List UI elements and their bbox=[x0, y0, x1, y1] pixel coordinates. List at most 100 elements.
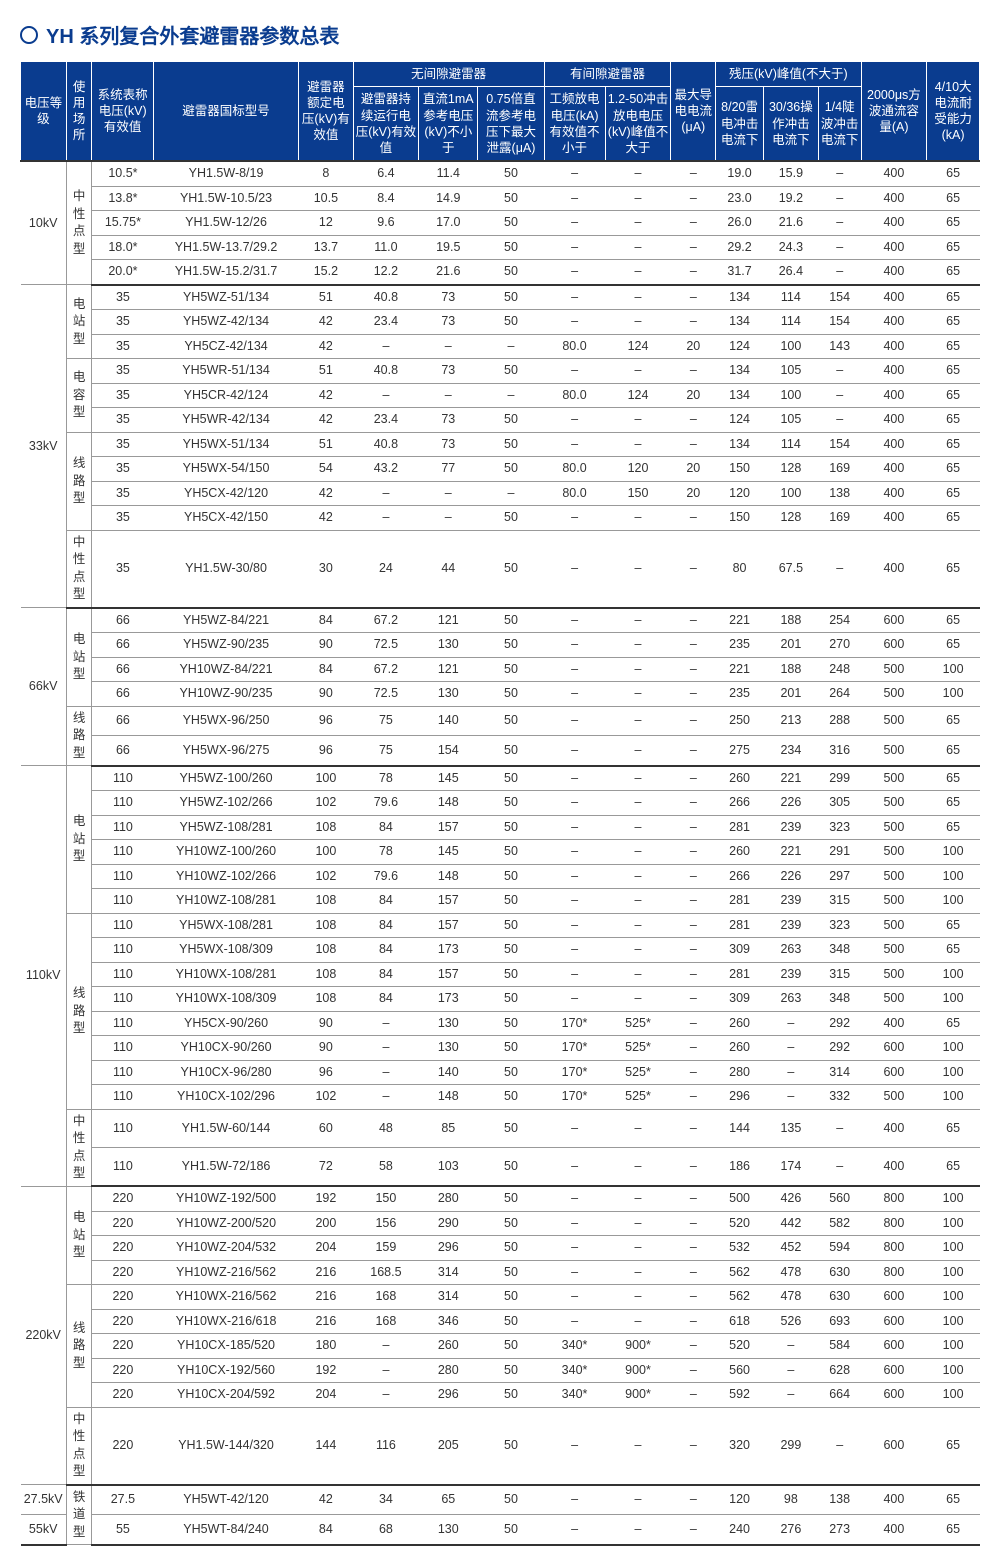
table-cell: 90 bbox=[299, 1011, 354, 1036]
table-cell: 51 bbox=[299, 285, 354, 310]
table-cell: – bbox=[605, 1309, 671, 1334]
table-cell: 100 bbox=[927, 1236, 980, 1261]
table-cell: – bbox=[763, 1036, 818, 1061]
table-cell: – bbox=[671, 310, 716, 335]
table-cell: – bbox=[671, 1334, 716, 1359]
table-cell: – bbox=[544, 310, 605, 335]
table-cell: – bbox=[605, 211, 671, 236]
table-cell: – bbox=[544, 530, 605, 608]
table-cell: – bbox=[671, 1109, 716, 1147]
table-cell: 线路型 bbox=[66, 1285, 91, 1408]
table-cell: YH5WR-51/134 bbox=[154, 359, 299, 384]
table-cell: – bbox=[671, 1485, 716, 1515]
table-cell: YH10WZ-102/266 bbox=[154, 864, 299, 889]
table-cell: 263 bbox=[763, 987, 818, 1012]
table-cell: 铁道型 bbox=[66, 1485, 91, 1545]
hdr-max-current: 最大导电电流(μA) bbox=[671, 62, 716, 162]
table-cell: 201 bbox=[763, 633, 818, 658]
table-cell: 600 bbox=[861, 608, 927, 633]
table-cell: 110 bbox=[92, 1011, 154, 1036]
table-cell: – bbox=[671, 408, 716, 433]
table-cell: 138 bbox=[818, 1485, 861, 1515]
table-cell: YH5WX-108/309 bbox=[154, 938, 299, 963]
table-cell: 9.6 bbox=[353, 211, 418, 236]
table-cell: YH10WZ-192/500 bbox=[154, 1186, 299, 1211]
table-cell: 315 bbox=[818, 889, 861, 914]
table-row: 66kV电站型66YH5WZ-84/2218467.212150–––22118… bbox=[21, 608, 980, 633]
table-cell: 332 bbox=[818, 1085, 861, 1110]
table-cell: 110 bbox=[92, 962, 154, 987]
table-cell: 65 bbox=[927, 913, 980, 938]
table-cell: 15.75* bbox=[92, 211, 154, 236]
table-cell: – bbox=[544, 506, 605, 531]
table-cell: – bbox=[544, 1309, 605, 1334]
table-cell: 100 bbox=[927, 840, 980, 865]
table-cell: 299 bbox=[763, 1407, 818, 1485]
table-cell: 65 bbox=[927, 359, 980, 384]
table-cell: 114 bbox=[763, 285, 818, 310]
table-cell: 35 bbox=[92, 383, 154, 408]
table-cell: 239 bbox=[763, 889, 818, 914]
table-cell: YH1.5W-60/144 bbox=[154, 1109, 299, 1147]
table-cell: YH5WX-54/150 bbox=[154, 457, 299, 482]
table-cell: 452 bbox=[763, 1236, 818, 1261]
table-cell: 80.0 bbox=[544, 481, 605, 506]
table-cell: 280 bbox=[419, 1186, 478, 1211]
table-cell: 500 bbox=[861, 864, 927, 889]
table-cell: 124 bbox=[605, 334, 671, 359]
table-cell: 50 bbox=[478, 1309, 544, 1334]
table-cell: 281 bbox=[716, 815, 764, 840]
table-cell: 50 bbox=[478, 1334, 544, 1359]
table-cell: – bbox=[544, 864, 605, 889]
table-cell: 35 bbox=[92, 457, 154, 482]
table-cell: 108 bbox=[299, 962, 354, 987]
table-cell: – bbox=[353, 383, 418, 408]
table-cell: 80.0 bbox=[544, 383, 605, 408]
table-cell: 630 bbox=[818, 1285, 861, 1310]
table-cell: – bbox=[605, 506, 671, 531]
table-cell: 900* bbox=[605, 1334, 671, 1359]
table-cell: 124 bbox=[716, 334, 764, 359]
table-cell: YH10WZ-216/562 bbox=[154, 1260, 299, 1285]
table-row: 35YH5CZ-42/13442–––80.012420124100143400… bbox=[21, 334, 980, 359]
table-row: 66YH5WZ-90/2359072.513050–––235201270600… bbox=[21, 633, 980, 658]
table-cell: 电站型 bbox=[66, 1186, 91, 1285]
table-cell: 130 bbox=[419, 682, 478, 707]
table-cell: 100 bbox=[927, 1211, 980, 1236]
table-cell: – bbox=[544, 633, 605, 658]
table-cell: – bbox=[544, 161, 605, 186]
table-cell: – bbox=[671, 1211, 716, 1236]
table-cell: 114 bbox=[763, 432, 818, 457]
table-cell: 400 bbox=[861, 383, 927, 408]
table-cell: 134 bbox=[716, 310, 764, 335]
table-cell: – bbox=[419, 481, 478, 506]
table-cell: 50 bbox=[478, 1085, 544, 1110]
table-cell: 73 bbox=[419, 285, 478, 310]
table-cell: 110 bbox=[92, 840, 154, 865]
table-cell: YH1.5W-8/19 bbox=[154, 161, 299, 186]
table-cell: – bbox=[605, 1285, 671, 1310]
table-cell: 50 bbox=[478, 791, 544, 816]
table-cell: 110 bbox=[92, 1060, 154, 1085]
table-cell: 50 bbox=[478, 1109, 544, 1147]
table-cell: 154 bbox=[419, 736, 478, 766]
table-cell: 73 bbox=[419, 310, 478, 335]
table-cell: 77 bbox=[419, 457, 478, 482]
table-cell: YH1.5W-72/186 bbox=[154, 1147, 299, 1186]
table-cell: – bbox=[671, 1085, 716, 1110]
table-cell: – bbox=[671, 1515, 716, 1545]
table-cell: – bbox=[671, 766, 716, 791]
table-cell: 116 bbox=[353, 1407, 418, 1485]
table-cell: – bbox=[544, 432, 605, 457]
table-cell: 100 bbox=[927, 1358, 980, 1383]
table-cell: 145 bbox=[419, 766, 478, 791]
table-cell: 12.2 bbox=[353, 260, 418, 285]
table-cell: 线路型 bbox=[66, 913, 91, 1109]
table-cell: – bbox=[605, 530, 671, 608]
table-cell: – bbox=[605, 1109, 671, 1147]
table-cell: – bbox=[671, 530, 716, 608]
table-cell: – bbox=[605, 962, 671, 987]
table-cell: 50 bbox=[478, 682, 544, 707]
table-cell: 173 bbox=[419, 938, 478, 963]
table-cell: 67.5 bbox=[763, 530, 818, 608]
